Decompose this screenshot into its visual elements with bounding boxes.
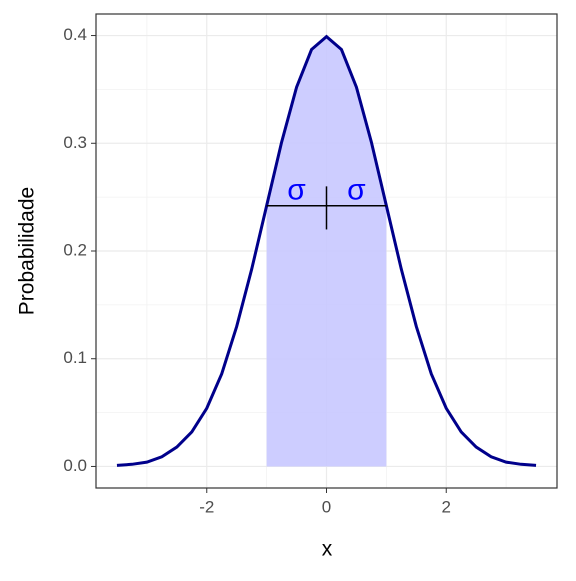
- x-tick-label: 2: [442, 497, 451, 516]
- sigma-label: σ: [287, 174, 306, 207]
- x-tick-label: 0: [322, 497, 331, 516]
- x-axis-title: x: [322, 538, 333, 561]
- density-line: [116, 34, 537, 467]
- sigma-label: σ: [347, 174, 366, 207]
- y-tick-label: 0.4: [63, 25, 87, 44]
- y-tick-label: 0.2: [63, 240, 87, 259]
- y-axis-title: Probabilidade: [16, 187, 39, 315]
- x-tick-label: -2: [199, 497, 214, 516]
- y-tick-label: 0.0: [63, 456, 87, 475]
- shaded-area: [266, 36, 387, 467]
- y-tick-label: 0.1: [63, 348, 87, 367]
- y-tick-label: 0.3: [63, 133, 87, 152]
- panel-border: [95, 13, 558, 489]
